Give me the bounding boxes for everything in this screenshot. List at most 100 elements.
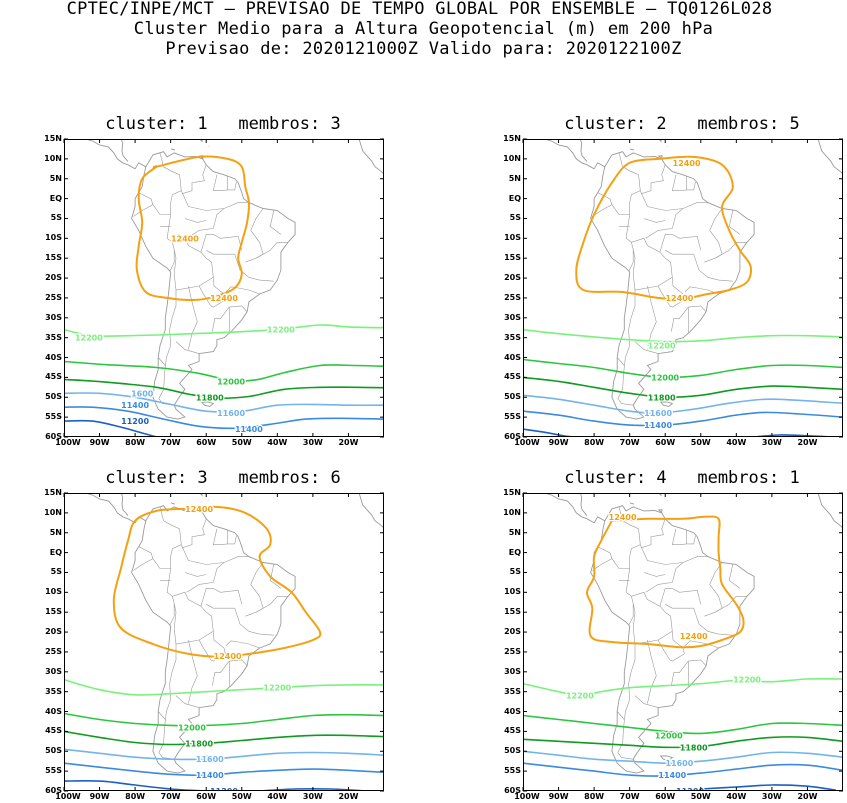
country-border — [657, 639, 671, 661]
x-tick-label: 90W — [548, 792, 569, 801]
island-outline — [200, 401, 215, 407]
country-border — [157, 357, 166, 366]
island-outline — [170, 502, 176, 505]
map-frame — [64, 139, 384, 437]
y-tick-label: 15N — [503, 134, 521, 143]
contour-label: 12000 — [178, 723, 206, 732]
country-border — [188, 285, 198, 350]
x-tick-label: 50W — [690, 438, 711, 447]
country-border — [632, 249, 636, 275]
panel-title: cluster: 4 membros: 1 — [564, 468, 800, 488]
coastline — [579, 493, 588, 516]
country-border — [181, 544, 249, 565]
country-border — [245, 607, 264, 617]
country-border — [647, 639, 657, 704]
country-border — [198, 285, 212, 307]
country-border — [234, 254, 274, 282]
contour-line-11600 — [64, 748, 384, 761]
coastline — [358, 139, 384, 175]
y-tick-label: 60S — [45, 786, 62, 795]
country-border — [669, 277, 685, 308]
contour-label: 12000 — [651, 373, 679, 382]
contour-line-12000 — [64, 360, 384, 382]
y-tick-label: 40S — [504, 352, 521, 362]
x-tick-label: 60W — [196, 438, 217, 447]
country-border — [672, 234, 702, 251]
y-tick-label: 20S — [504, 627, 521, 637]
y-tick-label: 5N — [49, 173, 62, 183]
country-border — [206, 604, 235, 609]
country-border — [213, 234, 243, 251]
x-tick-label: 100W — [514, 438, 540, 447]
island-outline — [659, 401, 674, 407]
country-border — [684, 640, 719, 649]
coastline-south-america — [590, 151, 755, 420]
y-tick-label: EQ — [49, 193, 62, 203]
x-tick-label: 70W — [160, 792, 181, 801]
country-border — [669, 631, 685, 662]
contour-label: 11800 — [680, 743, 708, 752]
contour-label: 11800 — [185, 739, 213, 748]
contour-line-11200 — [64, 419, 157, 437]
country-border — [688, 659, 707, 667]
country-border — [728, 210, 741, 235]
country-border — [152, 558, 175, 626]
contour-label: 1600 — [131, 389, 154, 398]
country-border — [250, 584, 264, 609]
x-tick-label: 30W — [761, 792, 782, 801]
country-border — [212, 528, 237, 545]
y-tick-label: EQ — [508, 193, 521, 203]
y-tick-label: 50S — [504, 746, 521, 756]
coastline-south-america — [590, 505, 755, 774]
country-border — [617, 644, 636, 760]
country-border — [688, 305, 707, 313]
country-border — [188, 639, 198, 704]
country-border — [632, 603, 636, 629]
map-frame — [64, 493, 384, 791]
figure-title-line-2: Cluster Medio para a Altura Geopotencial… — [133, 19, 714, 39]
coastline — [579, 139, 588, 162]
contour-label: 11800 — [648, 393, 676, 402]
contour-label: 11600 — [196, 755, 224, 764]
country-border — [684, 286, 719, 295]
country-border — [634, 341, 659, 354]
y-tick-label: 45S — [45, 372, 62, 382]
country-border — [665, 250, 694, 255]
y-tick-label: 5S — [509, 567, 521, 577]
country-border — [659, 588, 673, 607]
country-border — [671, 528, 696, 545]
country-border — [173, 628, 214, 645]
country-border — [640, 544, 708, 565]
country-border — [616, 711, 625, 720]
country-border — [206, 250, 235, 255]
country-border — [159, 506, 182, 569]
contour-line-11400 — [523, 410, 843, 427]
x-tick-label: 90W — [548, 438, 569, 447]
contour-line-12400 — [575, 155, 753, 301]
country-border — [643, 572, 666, 577]
country-border — [645, 562, 684, 593]
panel-title: cluster: 3 membros: 6 — [105, 468, 341, 488]
contour-line-12000 — [523, 714, 843, 735]
coastline — [120, 493, 129, 516]
contour-label: 12200 — [267, 326, 295, 335]
y-tick-label: 40S — [45, 706, 62, 716]
y-tick-label: 35S — [45, 686, 62, 696]
y-tick-label: 20S — [45, 627, 62, 637]
y-tick-label: 5S — [50, 213, 62, 223]
country-border — [157, 711, 166, 720]
country-border — [269, 210, 282, 235]
contour-label: 11400 — [644, 421, 672, 430]
island-outline — [629, 148, 635, 151]
y-tick-label: 30S — [45, 312, 62, 322]
contour-line-11400 — [64, 406, 384, 430]
contour-line-12200 — [64, 678, 384, 696]
contour-label: 11400 — [235, 425, 263, 434]
country-border — [159, 152, 182, 215]
y-tick-label: 25S — [45, 292, 62, 302]
map-2: 12400 12400 12200 12000 11800 11600 11400 — [522, 138, 843, 438]
x-tick-label: 20W — [797, 438, 818, 447]
coastline — [523, 139, 606, 170]
country-border — [181, 518, 207, 549]
